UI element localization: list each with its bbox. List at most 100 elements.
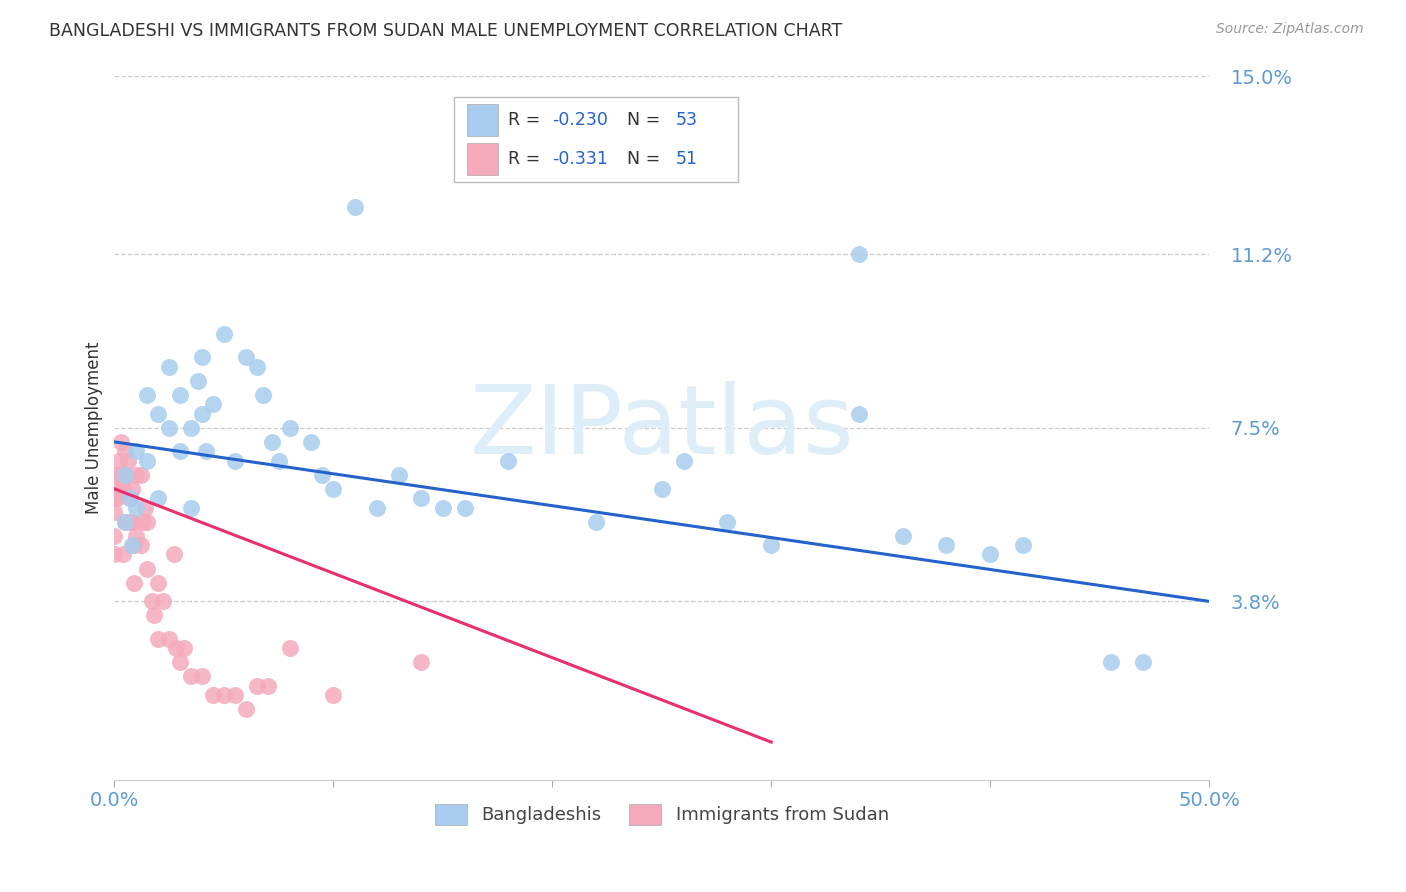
Point xyxy=(761,538,783,552)
Point xyxy=(103,505,125,519)
Point xyxy=(129,467,152,482)
Point xyxy=(716,515,738,529)
Point xyxy=(118,491,141,505)
Point xyxy=(173,641,195,656)
Point xyxy=(256,679,278,693)
Point xyxy=(121,515,143,529)
Point xyxy=(117,453,139,467)
Point xyxy=(322,482,344,496)
Point xyxy=(169,388,191,402)
Text: 51: 51 xyxy=(676,150,697,168)
Point xyxy=(366,500,388,515)
Point xyxy=(672,453,695,467)
Point xyxy=(103,491,125,505)
Point xyxy=(651,482,673,496)
Point xyxy=(107,453,129,467)
Point xyxy=(180,421,202,435)
Point xyxy=(246,359,269,374)
Point xyxy=(848,247,870,261)
Point xyxy=(191,669,214,683)
Point xyxy=(212,326,235,341)
Point xyxy=(122,575,145,590)
FancyBboxPatch shape xyxy=(454,97,738,182)
Point xyxy=(212,688,235,702)
Point xyxy=(129,538,152,552)
FancyBboxPatch shape xyxy=(467,103,498,136)
Legend: Bangladeshis, Immigrants from Sudan: Bangladeshis, Immigrants from Sudan xyxy=(426,795,898,834)
Point xyxy=(114,467,136,482)
Point xyxy=(125,444,148,458)
Point xyxy=(224,453,246,467)
Point xyxy=(1099,656,1122,670)
Point xyxy=(848,407,870,421)
Point xyxy=(187,374,209,388)
Text: -0.331: -0.331 xyxy=(553,150,609,168)
Point xyxy=(891,529,914,543)
Point xyxy=(157,632,180,646)
Text: N =: N = xyxy=(616,111,665,129)
Point xyxy=(498,453,520,467)
Point xyxy=(136,515,159,529)
Point xyxy=(409,656,432,670)
Point xyxy=(322,688,344,702)
Point xyxy=(152,594,174,608)
Point xyxy=(191,351,214,365)
Point xyxy=(142,608,165,623)
Y-axis label: Male Unemployment: Male Unemployment xyxy=(86,342,103,514)
Point xyxy=(114,515,136,529)
Point xyxy=(103,529,125,543)
Point xyxy=(278,641,301,656)
Point xyxy=(148,407,170,421)
FancyBboxPatch shape xyxy=(467,143,498,175)
Point xyxy=(114,467,136,482)
Point xyxy=(148,632,170,646)
Point xyxy=(121,482,143,496)
Point xyxy=(454,500,477,515)
Point xyxy=(136,453,159,467)
Point xyxy=(110,434,132,449)
Point xyxy=(136,561,159,575)
Text: Source: ZipAtlas.com: Source: ZipAtlas.com xyxy=(1216,22,1364,37)
Text: -0.230: -0.230 xyxy=(553,111,609,129)
Point xyxy=(112,548,135,562)
Point xyxy=(169,656,191,670)
Point xyxy=(191,407,214,421)
Point xyxy=(278,421,301,435)
Point xyxy=(125,467,148,482)
Point xyxy=(157,359,180,374)
Point xyxy=(112,482,135,496)
Point xyxy=(157,421,180,435)
Point xyxy=(235,702,257,716)
Text: R =: R = xyxy=(509,111,547,129)
Point xyxy=(121,538,143,552)
Point xyxy=(311,467,333,482)
Point xyxy=(246,679,269,693)
Point xyxy=(409,491,432,505)
Point xyxy=(132,515,155,529)
Point xyxy=(267,453,290,467)
Text: N =: N = xyxy=(616,150,665,168)
Point xyxy=(134,500,156,515)
Point xyxy=(125,500,148,515)
Point xyxy=(201,688,224,702)
Point xyxy=(110,467,132,482)
Point xyxy=(301,434,323,449)
Point xyxy=(979,548,1001,562)
Point xyxy=(252,388,274,402)
Point xyxy=(118,515,141,529)
Point xyxy=(105,467,128,482)
Point xyxy=(541,153,564,168)
Point xyxy=(224,688,246,702)
Point xyxy=(107,482,129,496)
Point xyxy=(136,388,159,402)
Point xyxy=(235,351,257,365)
Point xyxy=(165,641,187,656)
Point xyxy=(180,500,202,515)
Point xyxy=(114,444,136,458)
Point xyxy=(122,538,145,552)
Point xyxy=(260,434,283,449)
Point xyxy=(201,397,224,411)
Point xyxy=(103,548,125,562)
Point xyxy=(125,529,148,543)
Point xyxy=(935,538,957,552)
